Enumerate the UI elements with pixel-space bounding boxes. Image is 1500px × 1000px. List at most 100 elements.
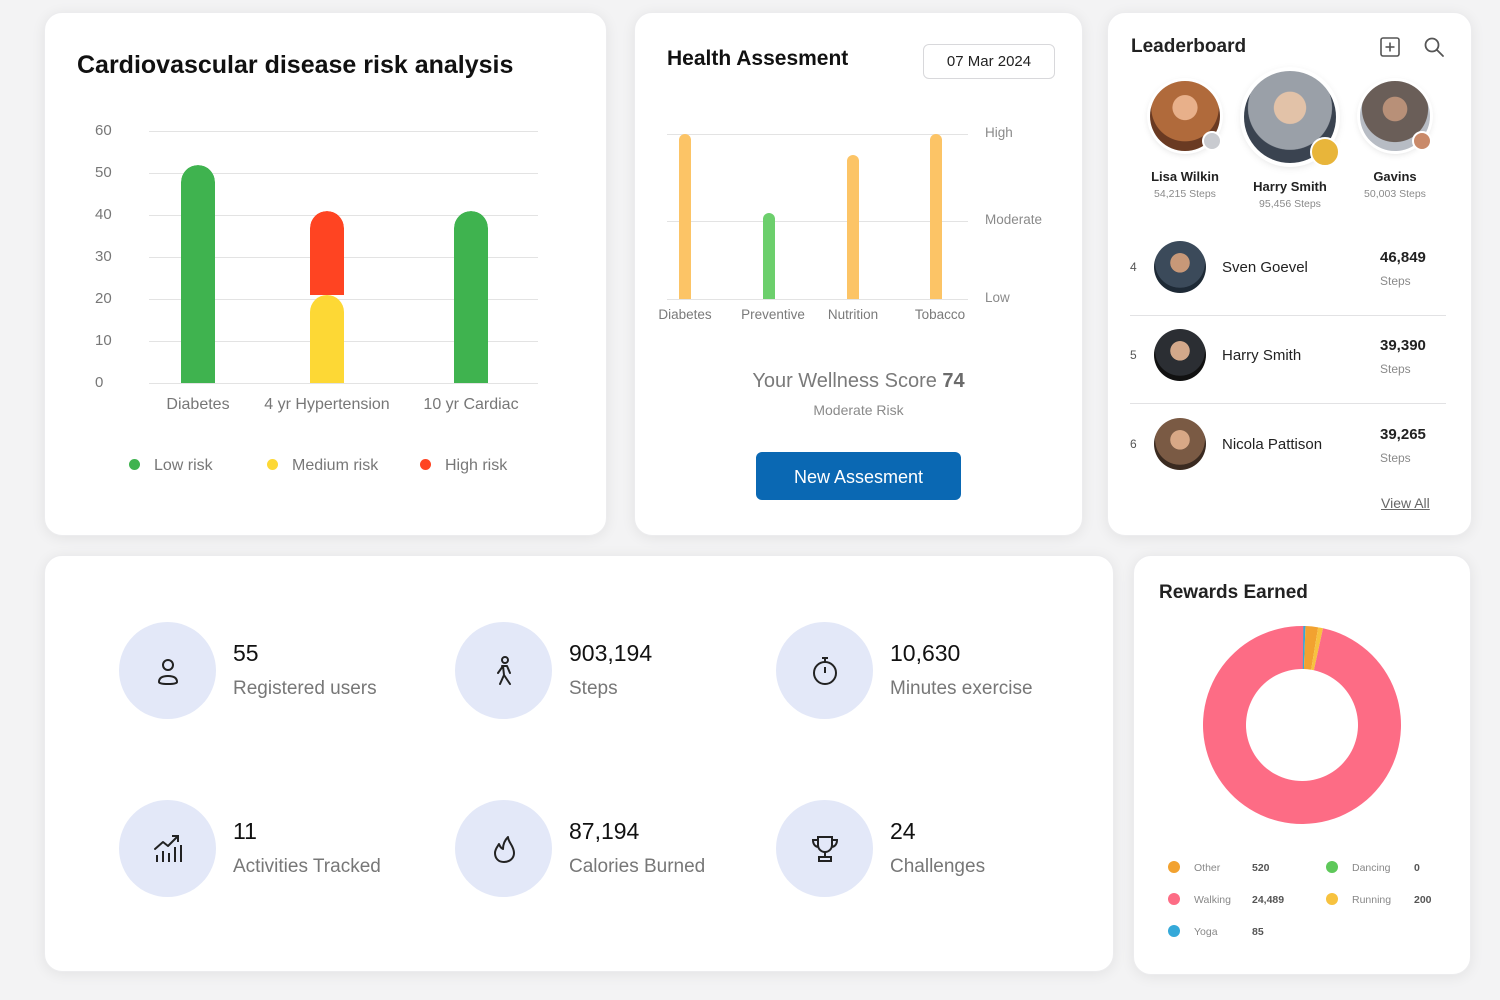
rewards-donut-chart	[1203, 626, 1401, 824]
user-name: Harry Smith	[1222, 347, 1302, 364]
legend-dot	[420, 459, 431, 471]
legend-value: 85	[1252, 926, 1264, 938]
level-label: Low	[985, 290, 1010, 305]
wellness-score: Your Wellness Score 74	[635, 370, 1082, 393]
podium-second[interactable]: Lisa Wilkin 54,215 Steps	[1130, 81, 1240, 200]
x-category-label: 4 yr Hypertension	[264, 396, 390, 413]
legend-high-risk: High risk	[420, 457, 507, 475]
gridline	[149, 215, 538, 216]
bar-diabetes	[181, 164, 215, 383]
stat-challenges: 24 Challenges	[776, 800, 1106, 900]
health-assessment-title: Health Assesment	[667, 47, 849, 70]
avatar	[1150, 81, 1222, 151]
walking-icon	[497, 656, 511, 685]
legend-label: Walking	[1194, 894, 1231, 906]
podium-name: Lisa Wilkin	[1151, 169, 1219, 184]
search-icon[interactable]	[1422, 35, 1446, 59]
gridline	[667, 220, 968, 222]
donut-slice-running	[1311, 627, 1324, 671]
legend-item: Walking 24,489	[1168, 893, 1284, 906]
stat-value: 55	[233, 640, 259, 666]
bar-tobacco	[930, 134, 942, 299]
add-icon[interactable]	[1378, 35, 1402, 59]
user-steps: 39,390	[1380, 337, 1426, 354]
bar-preventive	[763, 213, 775, 299]
stopwatch-icon	[813, 657, 837, 685]
leaderboard-row[interactable]: 4 Sven Goevel 46,849 Steps	[1108, 233, 1471, 303]
divider	[1130, 403, 1446, 404]
steps-unit: Steps	[1380, 362, 1411, 376]
health-assessment-card: Health Assesment 07 Mar 2024 Your Wellne…	[634, 12, 1083, 536]
bar-segment-low-risk	[181, 164, 215, 383]
gridline	[667, 134, 968, 135]
rank-number: 6	[1130, 437, 1137, 451]
stat-minutes-exercise: 10,630 Minutes exercise	[776, 622, 1106, 722]
stat-registered-users: 55 Registered users	[119, 622, 449, 722]
donut-slice-walking	[1203, 626, 1401, 824]
leaderboard-card: Leaderboard Lisa Wilkin 54,215 Steps Har…	[1107, 12, 1472, 536]
flame-icon	[494, 836, 515, 863]
divider	[1130, 315, 1446, 316]
chart-trend-icon	[154, 835, 182, 862]
stat-activities-tracked: 11 Activities Tracked	[119, 800, 449, 900]
view-all-link[interactable]: View All	[1381, 495, 1430, 511]
bar-segment-low-risk	[454, 210, 488, 383]
wellness-score-value: 74	[942, 370, 965, 392]
wellness-score-label: Your Wellness Score	[752, 370, 937, 392]
trophy-icon	[811, 836, 839, 862]
legend-dot	[267, 459, 278, 471]
podium-first[interactable]: Harry Smith 95,456 Steps	[1234, 71, 1346, 210]
stat-icon-circle	[119, 800, 216, 897]
stat-label: Minutes exercise	[890, 678, 1033, 699]
legend-dot	[129, 459, 140, 471]
stat-icon-circle	[455, 800, 552, 897]
x-category-label: Diabetes	[658, 307, 712, 322]
user-icon	[157, 659, 179, 686]
leaderboard-title: Leaderboard	[1131, 36, 1247, 57]
gridline	[149, 383, 538, 384]
level-label: High	[985, 125, 1013, 140]
leaderboard-row[interactable]: 6 Nicola Pattison 39,265 Steps	[1108, 410, 1471, 480]
rewards-title: Rewards Earned	[1159, 582, 1308, 603]
podium-steps: 50,003 Steps	[1364, 188, 1426, 200]
legend-value: 0	[1414, 862, 1420, 874]
legend-item: Dancing 0	[1326, 861, 1420, 874]
new-assessment-button[interactable]: New Assesment	[756, 452, 961, 500]
legend-dot	[1168, 925, 1180, 938]
legend-item: Running 200	[1326, 893, 1432, 906]
legend-value: 24,489	[1252, 894, 1285, 906]
steps-unit: Steps	[1380, 274, 1411, 288]
legend-dot	[1168, 893, 1180, 906]
x-category-label: Nutrition	[827, 307, 879, 322]
user-steps: 46,849	[1380, 249, 1426, 266]
legend-dot	[1326, 861, 1338, 874]
avatar	[1244, 71, 1340, 167]
leaderboard-row[interactable]: 5 Harry Smith 39,390 Steps	[1108, 321, 1471, 391]
podium-third[interactable]: Gavins 50,003 Steps	[1342, 81, 1448, 200]
legend-low-risk: Low risk	[129, 457, 213, 475]
user-steps: 39,265	[1380, 426, 1426, 443]
stat-icon-circle	[455, 622, 552, 719]
rank-number: 5	[1130, 348, 1137, 362]
x-category-label: Tobacco	[914, 307, 966, 322]
legend-dot	[1326, 893, 1338, 906]
stat-icon-circle	[119, 622, 216, 719]
podium-steps: 54,215 Steps	[1154, 188, 1216, 200]
stat-label: Steps	[569, 678, 618, 699]
legend-label: Running	[1352, 894, 1392, 906]
y-tick-label: 20	[95, 290, 112, 307]
stat-label: Calories Burned	[569, 856, 706, 877]
rewards-card: Rewards Earned Other 520 Dancing 0 Walking…	[1133, 555, 1471, 975]
y-tick-label: 50	[95, 164, 112, 181]
stats-card: 55 Registered users 903,194 Steps 10,630…	[44, 555, 1114, 972]
date-selector[interactable]: 07 Mar 2024	[923, 44, 1055, 79]
y-tick-label: 40	[95, 206, 112, 223]
stat-calories-burned: 87,194 Calories Burned	[455, 800, 785, 900]
legend-label: Dancing	[1352, 862, 1391, 874]
legend-label: High risk	[445, 457, 508, 474]
stat-steps: 903,194 Steps	[455, 622, 785, 722]
stat-value: 87,194	[569, 818, 640, 844]
stat-label: Registered users	[233, 678, 377, 699]
stat-value: 10,630	[890, 640, 961, 666]
stat-label: Challenges	[890, 856, 986, 877]
